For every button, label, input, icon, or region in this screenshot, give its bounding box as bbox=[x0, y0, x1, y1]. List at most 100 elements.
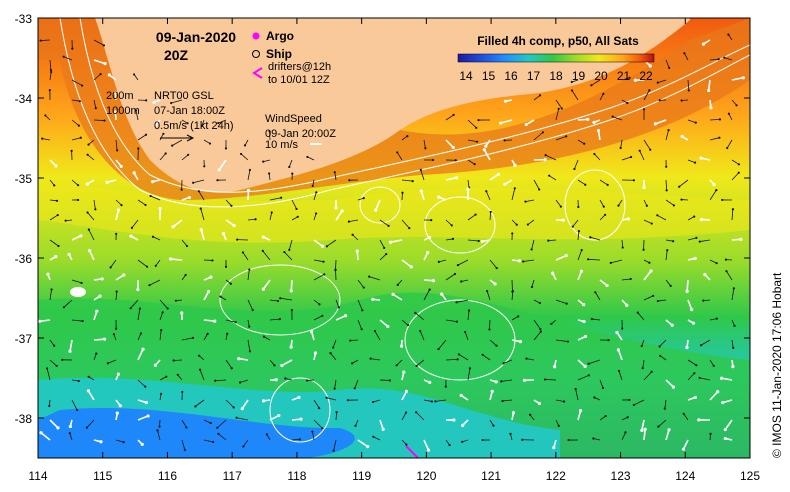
current-arrowhead bbox=[727, 112, 730, 115]
current-arrowhead bbox=[582, 302, 586, 307]
current-arrow bbox=[152, 236, 161, 241]
current-arrow bbox=[379, 253, 387, 261]
current-arrowhead bbox=[651, 294, 655, 297]
current-arrowhead bbox=[395, 364, 398, 367]
current-arrow bbox=[639, 150, 645, 161]
current-arrow bbox=[483, 149, 491, 161]
current-arrowhead bbox=[404, 411, 408, 414]
current-arrowhead bbox=[129, 307, 132, 310]
current-arrowhead bbox=[665, 189, 668, 192]
current-arrowhead bbox=[411, 180, 414, 183]
current-arrow bbox=[637, 312, 645, 321]
current-arrowhead bbox=[113, 90, 117, 95]
current-arrowhead bbox=[280, 196, 283, 199]
current-arrowhead bbox=[444, 385, 447, 388]
current-arrowhead bbox=[570, 80, 573, 84]
current-arrow bbox=[401, 259, 412, 268]
current-arrowhead bbox=[55, 364, 58, 368]
current-arrowhead bbox=[158, 425, 161, 428]
current-arrowhead bbox=[306, 155, 309, 159]
current-arrow bbox=[655, 119, 667, 125]
current-arrow bbox=[242, 252, 249, 261]
current-arrowhead bbox=[718, 136, 721, 139]
current-arrow bbox=[71, 79, 83, 86]
current-arrowhead bbox=[87, 375, 90, 378]
plot-frame bbox=[37, 17, 751, 459]
legend-nrt-2: 07-Jan 18:00Z bbox=[154, 105, 225, 117]
current-arrowhead bbox=[361, 309, 364, 312]
current-arrowhead bbox=[132, 73, 136, 76]
current-arrowhead bbox=[321, 314, 324, 317]
current-arrowhead bbox=[141, 347, 145, 351]
current-arrowhead bbox=[81, 319, 84, 323]
current-arrow bbox=[93, 119, 105, 121]
current-arrowhead bbox=[137, 147, 140, 150]
current-arrowhead bbox=[521, 438, 524, 441]
current-arrow bbox=[225, 399, 234, 408]
current-arrowhead bbox=[185, 426, 188, 429]
current-arrow bbox=[218, 159, 227, 171]
current-arrowhead bbox=[650, 370, 653, 373]
current-arrowhead bbox=[153, 363, 158, 367]
current-arrowhead bbox=[162, 132, 165, 135]
current-arrowhead bbox=[296, 215, 299, 218]
current-arrowhead bbox=[583, 364, 587, 368]
current-arrow bbox=[621, 278, 631, 281]
current-arrowhead bbox=[279, 297, 282, 300]
current-arrowhead bbox=[691, 321, 696, 325]
current-arrowhead bbox=[587, 362, 590, 365]
current-arrow bbox=[269, 414, 280, 421]
current-arrow bbox=[533, 331, 542, 341]
current-arrowhead bbox=[87, 143, 90, 146]
current-arrowhead bbox=[374, 208, 378, 212]
current-arrowhead bbox=[621, 246, 624, 249]
current-arrow bbox=[335, 210, 343, 221]
current-arrow bbox=[49, 359, 57, 367]
current-arrowhead bbox=[198, 354, 201, 357]
current-arrowhead bbox=[641, 367, 644, 370]
current-arrowhead bbox=[262, 335, 266, 338]
current-arrowhead bbox=[460, 280, 463, 283]
current-arrowhead bbox=[701, 42, 706, 46]
current-arrow bbox=[312, 431, 315, 441]
current-arrowhead bbox=[530, 285, 534, 289]
current-arrowhead bbox=[525, 357, 528, 360]
current-arrow bbox=[686, 279, 689, 292]
current-arrowhead bbox=[665, 165, 668, 168]
current-arrow bbox=[357, 299, 363, 311]
current-arrow bbox=[726, 139, 733, 149]
current-arrowhead bbox=[248, 325, 251, 328]
current-arrow bbox=[489, 339, 497, 346]
current-arrowhead bbox=[62, 306, 66, 309]
current-arrow bbox=[531, 239, 535, 250]
current-arrow bbox=[326, 239, 337, 247]
current-arrow bbox=[291, 199, 297, 210]
current-arrowhead bbox=[270, 211, 273, 214]
current-arrowhead bbox=[206, 332, 209, 335]
current-arrowhead bbox=[621, 327, 624, 330]
current-arrowhead bbox=[99, 73, 102, 76]
current-arrow bbox=[665, 179, 668, 191]
current-arrow bbox=[548, 175, 557, 181]
current-arrowhead bbox=[649, 148, 652, 151]
current-arrow bbox=[157, 430, 161, 441]
lon-tick-label: 117 bbox=[223, 469, 242, 483]
current-arrowhead bbox=[81, 84, 84, 87]
current-arrowhead bbox=[503, 139, 506, 142]
current-arrow bbox=[159, 299, 168, 309]
current-arrowhead bbox=[715, 189, 718, 192]
current-arrowhead bbox=[409, 265, 413, 269]
current-arrowhead bbox=[191, 336, 195, 339]
current-arrowhead bbox=[640, 344, 643, 348]
lon-tick-label: 118 bbox=[287, 469, 306, 483]
current-arrowhead bbox=[109, 266, 112, 269]
colorbar-title: Filled 4h comp, p50, All Sats bbox=[477, 34, 639, 48]
current-arrow bbox=[489, 319, 491, 330]
current-arrowhead bbox=[246, 188, 251, 193]
current-arrowhead bbox=[451, 237, 455, 240]
current-arrowhead bbox=[611, 115, 614, 118]
current-arrowhead bbox=[455, 301, 458, 304]
current-arrowhead bbox=[132, 171, 136, 175]
current-arrowhead bbox=[582, 319, 586, 324]
current-arrowhead bbox=[314, 212, 318, 215]
